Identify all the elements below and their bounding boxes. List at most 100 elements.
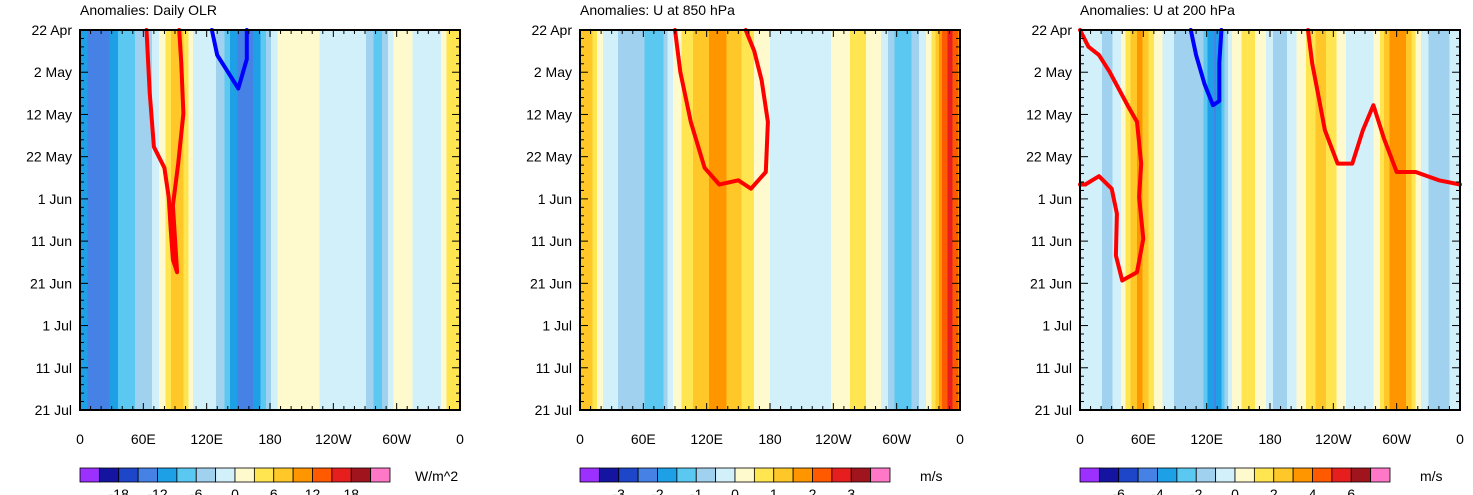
colorbar-swatch (98, 467, 120, 483)
colorbar-swatch (753, 467, 775, 483)
colorbar-swatch (137, 467, 158, 483)
colorbar-swatch (1273, 467, 1294, 483)
colorbar-swatch (253, 467, 275, 483)
red-contour-line (1306, 28, 1462, 187)
colorbar-tick-label: 2 (809, 486, 817, 495)
colorbar-swatch (831, 467, 852, 483)
colorbar-tick-label: -12 (147, 486, 167, 495)
y-tick-label: 11 Jul (1036, 360, 1072, 376)
colorbar-swatch (715, 467, 736, 483)
x-axis-tick-labels: 0 60E 120E 180 120W 60W 0 (1076, 431, 1464, 447)
colorbar-swatch (1195, 467, 1217, 483)
y-tick-label: 11 Jun (1031, 233, 1072, 249)
x-tick-label: 180 (758, 431, 782, 447)
colorbar-tick-label: -2 (1190, 486, 1203, 495)
colorbar-tick-label: 6 (270, 486, 278, 495)
colorbar-swatch (176, 467, 197, 483)
colorbar-swatch (792, 467, 813, 483)
red-contour-line (144, 28, 186, 275)
y-axis-tick-labels: 22 Apr 2 May 12 May 22 May 1 Jun 11 Jun 21 Jun… (1026, 22, 1072, 418)
x-tick-label: 120E (690, 431, 723, 447)
colorbar-swatch (676, 467, 697, 483)
colorbar-swatch (234, 467, 255, 483)
colorbar-swatch (579, 467, 600, 483)
y-tick-label: 22 Apr (32, 22, 73, 38)
y-tick-label: 21 Jul (1035, 402, 1072, 418)
colorbar-swatch (1312, 467, 1333, 483)
x-tick-label: 60W (882, 431, 912, 447)
colorbar-swatch (734, 467, 755, 483)
x-tick-label: 60W (382, 431, 412, 447)
x-tick-label: 120W (1315, 431, 1352, 447)
x-tick-label: 60E (1131, 431, 1156, 447)
x-tick-label: 0 (576, 431, 584, 447)
y-tick-label: 1 Jul (42, 318, 72, 334)
x-tick-label: 0 (1076, 431, 1084, 447)
colorbar-swatch (215, 467, 236, 483)
heatmap-field (580, 30, 960, 410)
u200-panel: Anomalies: U at 200 hPa 0 60E 120E 180 120W 6… (1026, 2, 1464, 495)
y-tick-label: 22 Apr (532, 22, 573, 38)
x-tick-label: 0 (76, 431, 84, 447)
colorbar-tick-label: 6 (1347, 486, 1355, 495)
y-tick-label: 21 Jun (1030, 275, 1072, 291)
colorbar-swatch (870, 467, 891, 483)
y-tick-label: 21 Jun (530, 275, 572, 291)
x-tick-label: 180 (1258, 431, 1282, 447)
y-tick-label: 11 Jun (31, 233, 72, 249)
colorbar-swatch (79, 467, 100, 483)
y-tick-label: 22 Apr (1032, 22, 1073, 38)
colorbar-swatch (1350, 467, 1372, 483)
x-tick-label: 0 (956, 431, 964, 447)
panel-title: Anomalies: Daily OLR (80, 2, 217, 18)
colorbar-swatch (812, 467, 833, 483)
colorbar-tick-label: -3 (613, 486, 626, 495)
contour-lines (144, 28, 249, 275)
colorbar-tick-label: 18 (343, 486, 359, 495)
colorbar-swatch (1118, 467, 1139, 483)
colorbar-swatch (1292, 467, 1313, 483)
panel-title: Anomalies: U at 850 hPa (580, 2, 735, 18)
contour-lines (1078, 28, 1462, 283)
colorbar-tick-label: 1 (770, 486, 778, 495)
olr-panel: Anomalies: Daily OLR 0 60E 120E 180 120W 60W 0… (26, 2, 464, 495)
colorbar-swatch (637, 467, 658, 483)
colorbar-swatch (1370, 467, 1391, 483)
x-tick-label: 0 (1456, 431, 1464, 447)
colorbar-tick-label: 3 (847, 486, 855, 495)
colorbar-tick-label: -4 (1151, 486, 1164, 495)
colorbar-swatch (350, 467, 372, 483)
colorbar-swatch (598, 467, 620, 483)
y-tick-label: 1 Jun (538, 191, 572, 207)
y-tick-label: 11 Jul (36, 360, 72, 376)
y-tick-label: 2 May (1034, 64, 1072, 80)
x-tick-label: 120W (315, 431, 352, 447)
x-tick-label: 0 (456, 431, 464, 447)
colorbar-swatch (773, 467, 794, 483)
colorbar-swatch (1137, 467, 1158, 483)
y-tick-label: 21 Jul (535, 402, 572, 418)
y-tick-label: 21 Jul (35, 402, 72, 418)
y-tick-label: 11 Jul (536, 360, 572, 376)
colorbar-units: W/m^2 (415, 468, 458, 484)
colorbar-swatch (331, 467, 352, 483)
colorbar-swatch (1098, 467, 1120, 483)
y-tick-label: 1 Jun (1038, 191, 1072, 207)
x-tick-label: 120E (190, 431, 223, 447)
colorbar-swatch (118, 467, 139, 483)
y-tick-label: 22 May (26, 149, 72, 165)
y-axis-tick-labels: 22 Apr 2 May 12 May 22 May 1 Jun 11 Jun 21 Jun… (26, 22, 72, 418)
colorbar-swatch (850, 467, 872, 483)
x-tick-label: 180 (258, 431, 282, 447)
colorbar (579, 467, 891, 483)
colorbar-tick-label: -6 (190, 486, 203, 495)
y-tick-label: 12 May (526, 106, 572, 122)
colorbar-tick-labels: -6 -4 -2 0 2 4 6 (1113, 486, 1356, 495)
heatmap-field (1080, 30, 1460, 410)
colorbar (79, 467, 391, 483)
blue-contour-line (1188, 28, 1224, 108)
y-axis-tick-labels: 22 Apr 2 May 12 May 22 May 1 Jun 11 Jun 21 Jun… (526, 22, 572, 418)
colorbar-swatch (312, 467, 333, 483)
colorbar-swatch (618, 467, 639, 483)
